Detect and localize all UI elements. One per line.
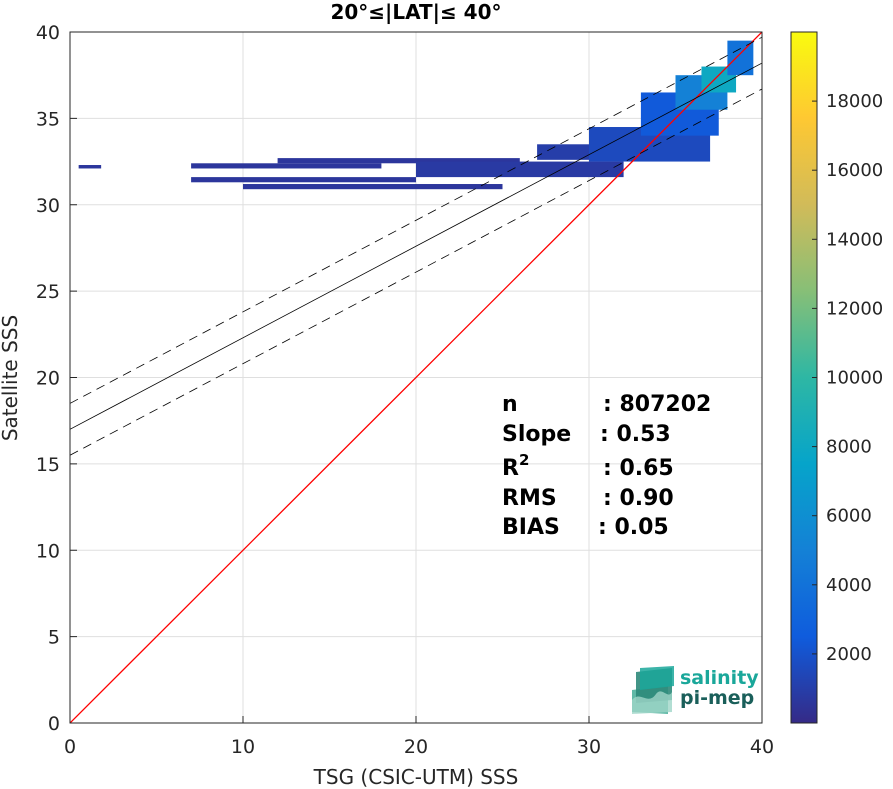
- y-tick-label: 30: [36, 195, 60, 217]
- x-tick-label: 30: [577, 736, 601, 758]
- colorbar-tick-label: 10000: [826, 368, 883, 389]
- stat-label: BIAS: [502, 515, 560, 540]
- colorbar-ticks: 2000 4000 6000 8000 10000 12000 14000 16000 1800…: [812, 91, 883, 665]
- colorbar-tick-label: 14000: [826, 229, 883, 250]
- y-tick-label: 25: [36, 281, 60, 303]
- stat-value: : 807202: [603, 392, 711, 417]
- x-tick-label: 10: [231, 736, 255, 758]
- colorbar-tick-label: 16000: [826, 160, 883, 181]
- stat-value: : 0.05: [598, 515, 669, 540]
- stat-label: R2: [502, 451, 529, 481]
- stats-box: n : 807202 Slope : 0.53 R2 : 0.65 RMS : 0.90 BIA…: [502, 392, 711, 540]
- colorbar-tick-label: 4000: [826, 575, 872, 596]
- density-region: [277, 158, 520, 164]
- colorbar-tick-label: 2000: [826, 644, 872, 665]
- y-axis-label: Satellite SSS: [0, 315, 22, 441]
- y-axis: 0 5 10 15 20 25 30 35 40: [36, 22, 77, 735]
- density-region: [191, 177, 416, 183]
- line-fit: [70, 62, 762, 430]
- x-tick-label: 0: [64, 736, 76, 758]
- x-tick-label: 20: [404, 736, 428, 758]
- y-tick-label: 0: [48, 713, 60, 735]
- x-axis: 0 10 20 30 40: [64, 716, 774, 758]
- colorbar-tick-label: 6000: [826, 506, 872, 527]
- salinity-pi-mep-logo: salinity pi-mep: [632, 666, 759, 714]
- density-region: [727, 40, 754, 76]
- stat-label: RMS: [502, 486, 557, 511]
- y-tick-label: 5: [48, 627, 60, 649]
- line-1-1: [70, 32, 762, 723]
- stat-value: : 0.90: [603, 486, 674, 511]
- y-tick-label: 10: [36, 540, 60, 562]
- density-region: [243, 184, 503, 190]
- colorbar-tick-label: 12000: [826, 298, 883, 319]
- y-tick-label: 35: [36, 108, 60, 130]
- stat-label: Slope: [502, 422, 571, 447]
- y-tick-label: 15: [36, 454, 60, 476]
- stat-label: n: [502, 392, 518, 417]
- line-fit-: [70, 88, 762, 456]
- colorbar-tick-label: 18000: [826, 91, 883, 112]
- density-region: [191, 163, 382, 169]
- logo-text-salinity: salinity: [680, 667, 759, 689]
- logo-text-pimep: pi-mep: [680, 687, 754, 709]
- wave-icon: [632, 666, 674, 714]
- y-tick-label: 20: [36, 368, 60, 390]
- x-tick-label: 40: [750, 736, 774, 758]
- colorbar-tick-label: 8000: [826, 437, 872, 458]
- stat-value: : 0.53: [600, 422, 671, 447]
- density-region: [416, 161, 624, 178]
- chart-title: 20°≤|LAT|≤ 40°: [330, 0, 501, 24]
- regression-lines: [70, 32, 762, 723]
- x-axis-label: TSG (CSIC-UTM) SSS: [313, 765, 519, 789]
- stat-value: : 0.65: [603, 456, 674, 481]
- line-fit-: [70, 36, 762, 404]
- density-region: [78, 165, 102, 169]
- y-tick-label: 40: [36, 22, 60, 44]
